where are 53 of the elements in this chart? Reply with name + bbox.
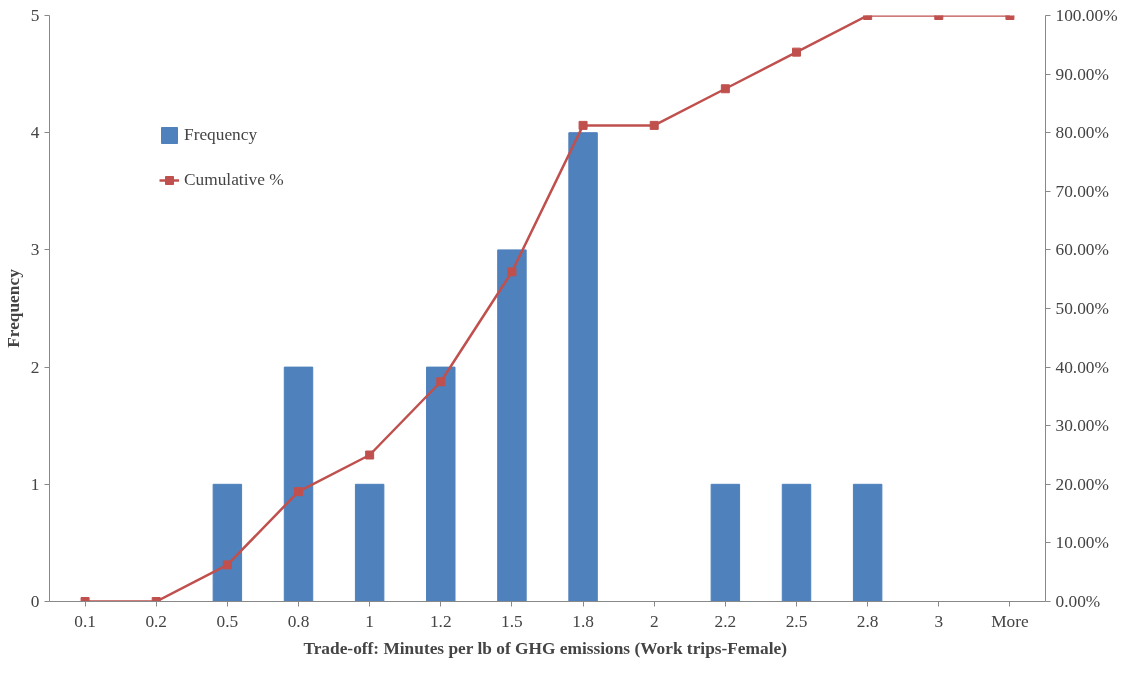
point bbox=[222, 560, 232, 570]
point bbox=[436, 377, 446, 387]
x-tick-label: 0.8 bbox=[287, 611, 310, 631]
y2-tick-label: 70.00% bbox=[1055, 181, 1109, 201]
bar bbox=[283, 366, 314, 602]
legend-label: Frequency bbox=[184, 125, 258, 145]
y-tick-label: 5 bbox=[30, 6, 40, 25]
legend-label: Cumulative % bbox=[184, 170, 284, 190]
point bbox=[365, 450, 375, 460]
x-tick-label: 0.1 bbox=[74, 611, 96, 631]
bar bbox=[568, 132, 598, 602]
point bbox=[720, 84, 730, 94]
x-tick-label: More bbox=[991, 611, 1029, 631]
bar bbox=[852, 483, 883, 602]
y-tick-label: 0 bbox=[30, 592, 40, 611]
y2-tick-label: 60.00% bbox=[1055, 240, 1109, 260]
x-tick-label: 2.5 bbox=[785, 611, 808, 631]
bar bbox=[212, 483, 243, 602]
y2-tick-label: 80.00% bbox=[1055, 123, 1109, 143]
x-tick-label: 2.2 bbox=[714, 611, 737, 631]
y2-tick-label: 100.00% bbox=[1055, 6, 1118, 25]
x-tick-label: 1.5 bbox=[501, 611, 523, 631]
x-tick-label: 1.8 bbox=[572, 611, 594, 631]
bar bbox=[497, 249, 527, 602]
y2-tick-label: 50.00% bbox=[1055, 299, 1109, 318]
y2-tick-label: 90.00% bbox=[1055, 64, 1109, 84]
y-tick-label: 2 bbox=[30, 357, 40, 377]
y-tick-label: 4 bbox=[30, 123, 40, 143]
point bbox=[578, 120, 588, 130]
point bbox=[507, 267, 517, 277]
x-tick-label: 0.2 bbox=[145, 611, 168, 631]
x-axis-title: Trade-off: Minutes per lb of GHG emissions (Work trips-Female) bbox=[303, 638, 788, 658]
x-tick-label: 1.2 bbox=[429, 611, 452, 631]
point bbox=[792, 47, 801, 57]
y-tick-label: 3 bbox=[30, 240, 40, 260]
y-axis-title: Frequency bbox=[3, 268, 23, 348]
x-tick-label: 1 bbox=[365, 611, 374, 631]
x-tick-label: 2 bbox=[649, 611, 659, 631]
y2-tick-label: 30.00% bbox=[1055, 416, 1109, 436]
bar bbox=[354, 483, 385, 602]
bar bbox=[781, 483, 812, 602]
point bbox=[294, 487, 303, 497]
y-tick-label: 1 bbox=[30, 474, 40, 494]
x-tick-label: 3 bbox=[934, 611, 944, 631]
bar bbox=[426, 366, 456, 602]
x-tick-label: 0.5 bbox=[216, 611, 239, 631]
y2-tick-label: 0.00% bbox=[1055, 592, 1101, 611]
y2-tick-label: 10.00% bbox=[1055, 533, 1109, 553]
x-tick-label: 2.8 bbox=[856, 611, 879, 631]
y2-tick-label: 20.00% bbox=[1055, 474, 1109, 494]
point bbox=[649, 120, 659, 130]
y2-tick-label: 40.00% bbox=[1055, 357, 1109, 377]
bar bbox=[710, 483, 741, 602]
